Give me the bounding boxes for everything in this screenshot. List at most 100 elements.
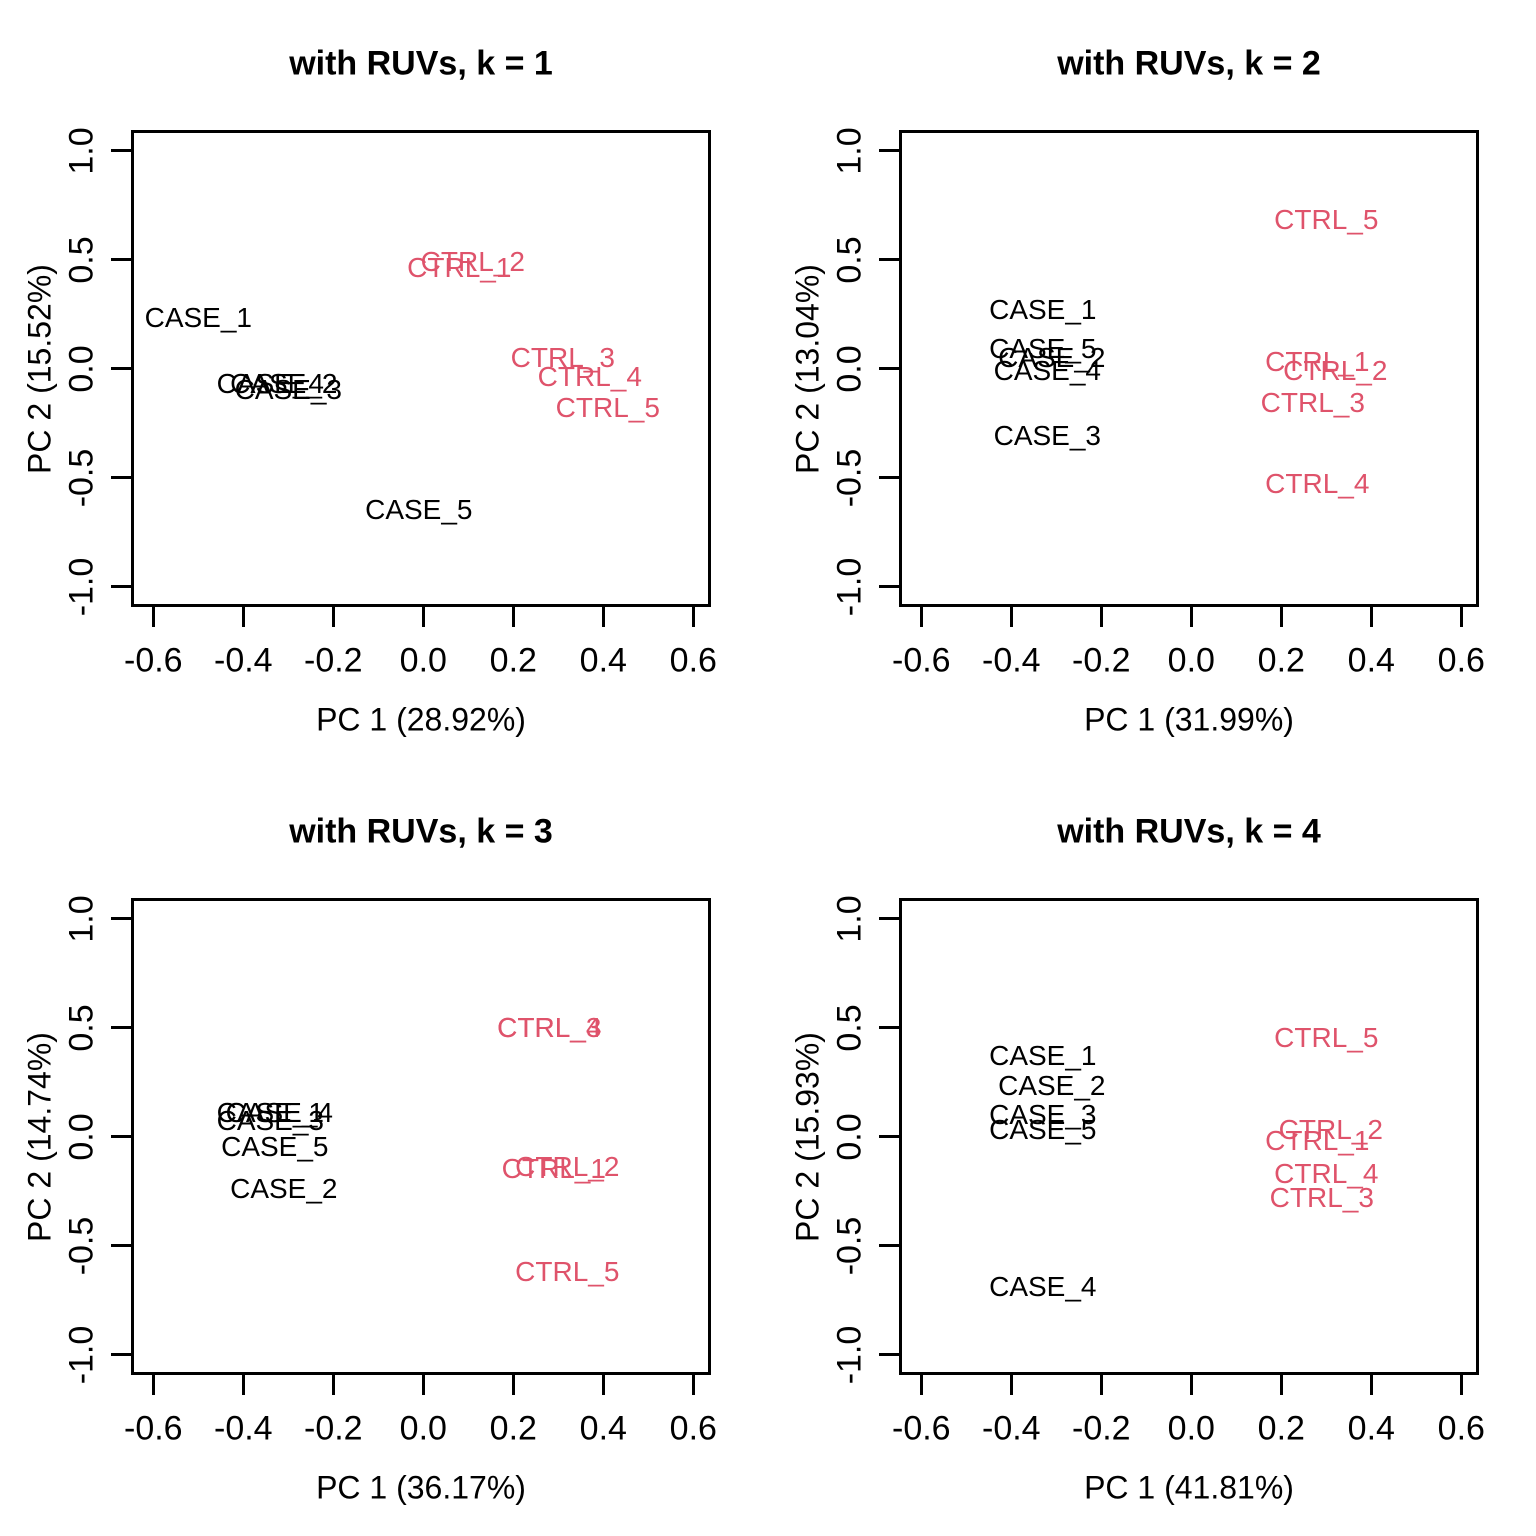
y-tick-label: 0.0 (830, 344, 869, 393)
panel-title: with RUVs, k = 1 (289, 44, 553, 83)
x-tick-label: -0.4 (982, 641, 1041, 680)
point-label-CASE_1: CASE_1 (144, 302, 252, 334)
x-tick-label: 0.2 (489, 641, 537, 680)
x-tick-label: -0.6 (124, 1409, 183, 1448)
point-label-CASE_4: CASE_4 (225, 1096, 333, 1128)
y-tick-label: 0.0 (830, 1112, 869, 1161)
x-tick-label: 0.6 (669, 1409, 717, 1448)
y-tick-label: -0.5 (830, 448, 869, 507)
point-label-CTRL_4: CTRL_4 (1274, 1157, 1379, 1189)
y-tick (879, 258, 899, 261)
y-axis-title: PC 2 (15.93%) (789, 1031, 826, 1242)
y-tick (879, 149, 899, 152)
x-tick-label: -0.4 (214, 641, 273, 680)
point-label-CTRL_1: CTRL_1 (501, 1153, 606, 1185)
x-tick (1279, 607, 1283, 627)
y-tick (111, 149, 131, 152)
y-tick (879, 1026, 899, 1029)
pca-panel-k4: with RUVs, k = 4 -0.6 -0.4 -0.2 0.0 0.2 0.4 0.6… (768, 768, 1536, 1536)
y-axis-title: PC 2 (15.52%) (21, 263, 58, 474)
point-label-CASE_1: CASE_1 (989, 1039, 1097, 1071)
y-tick (879, 1353, 899, 1356)
x-tick-label: 0.2 (489, 1409, 537, 1448)
y-tick (111, 258, 131, 261)
point-label-CASE_5: CASE_5 (221, 1131, 329, 1163)
panel-title: with RUVs, k = 4 (1057, 812, 1321, 851)
x-tick-label: -0.2 (304, 641, 363, 680)
pca-panel-k3: with RUVs, k = 3 -0.6 -0.4 -0.2 0.0 0.2 0.4 0.6… (0, 768, 768, 1536)
x-tick-label: 0.4 (579, 1409, 627, 1448)
point-label-CASE_3: CASE_3 (993, 420, 1101, 452)
x-tick-label: 0.0 (399, 1409, 447, 1448)
y-tick-label: -1.0 (62, 557, 101, 616)
x-tick (1459, 1375, 1463, 1395)
point-label-CTRL_4: CTRL_4 (1265, 468, 1370, 500)
point-label-CASE_4: CASE_4 (993, 354, 1101, 386)
x-tick (1369, 1375, 1373, 1395)
point-label-CTRL_3: CTRL_3 (497, 1011, 602, 1043)
point-label-CASE_1: CASE_1 (216, 1096, 324, 1128)
x-tick (601, 607, 605, 627)
x-tick-label: 0.6 (1437, 641, 1485, 680)
point-label-CTRL_5: CTRL_5 (1274, 204, 1379, 236)
point-label-CASE_2: CASE_2 (998, 1070, 1106, 1102)
point-label-CTRL_2: CTRL_2 (1283, 354, 1388, 386)
x-tick (331, 607, 335, 627)
x-tick (151, 607, 155, 627)
y-tick-label: 1.0 (830, 894, 869, 943)
x-tick-label: -0.4 (214, 1409, 273, 1448)
y-tick (879, 1135, 899, 1138)
point-label-CASE_4: CASE_4 (989, 1270, 1097, 1302)
y-tick (879, 917, 899, 920)
point-label-CTRL_5: CTRL_5 (555, 391, 660, 423)
x-tick (1369, 607, 1373, 627)
y-tick-label: 1.0 (62, 126, 101, 175)
y-axis-title: PC 2 (14.74%) (21, 1031, 58, 1242)
point-label-CTRL_3: CTRL_3 (1269, 1181, 1374, 1213)
y-tick (111, 1026, 131, 1029)
y-tick (879, 1244, 899, 1247)
y-tick-label: 0.0 (62, 1112, 101, 1161)
y-tick-label: -0.5 (62, 1216, 101, 1275)
point-label-CTRL_2: CTRL_2 (515, 1151, 620, 1183)
x-tick-label: 0.4 (1347, 1409, 1395, 1448)
x-tick (421, 607, 425, 627)
x-tick (691, 1375, 695, 1395)
y-tick (111, 585, 131, 588)
x-tick-label: 0.0 (1167, 1409, 1215, 1448)
x-tick-label: 0.2 (1257, 641, 1305, 680)
point-label-CTRL_3: CTRL_3 (510, 341, 615, 373)
point-label-CASE_1: CASE_1 (989, 293, 1097, 325)
point-label-CASE_2: CASE_2 (230, 367, 338, 399)
point-label-CTRL_4: CTRL_4 (537, 361, 642, 393)
x-tick (1099, 607, 1103, 627)
point-label-CASE_5: CASE_5 (989, 1113, 1097, 1145)
point-label-CASE_5: CASE_5 (989, 332, 1097, 364)
x-tick (1099, 1375, 1103, 1395)
point-label-CASE_3: CASE_3 (216, 1105, 324, 1137)
point-label-CASE_3: CASE_3 (989, 1098, 1097, 1130)
x-tick-label: -0.6 (124, 641, 183, 680)
plot-box (899, 898, 1479, 1375)
y-tick-label: -0.5 (830, 1216, 869, 1275)
x-tick-label: -0.6 (892, 1409, 951, 1448)
x-tick (511, 607, 515, 627)
point-label-CASE_2: CASE_2 (998, 341, 1106, 373)
x-tick-label: 0.6 (1437, 1409, 1485, 1448)
x-tick-label: 0.4 (1347, 641, 1395, 680)
point-label-CTRL_1: CTRL_1 (407, 252, 512, 284)
point-label-CTRL_2: CTRL_2 (420, 245, 525, 277)
x-axis-title: PC 1 (41.81%) (1084, 1469, 1294, 1506)
x-tick-label: 0.0 (399, 641, 447, 680)
y-tick (879, 367, 899, 370)
point-label-CTRL_5: CTRL_5 (515, 1255, 620, 1287)
y-tick (111, 1244, 131, 1247)
y-tick (111, 1353, 131, 1356)
y-tick-label: -0.5 (62, 448, 101, 507)
x-tick (241, 1375, 245, 1395)
y-tick (111, 476, 131, 479)
x-tick (331, 1375, 335, 1395)
y-tick (111, 1135, 131, 1138)
y-tick-label: 0.5 (62, 235, 101, 284)
x-tick (1189, 607, 1193, 627)
